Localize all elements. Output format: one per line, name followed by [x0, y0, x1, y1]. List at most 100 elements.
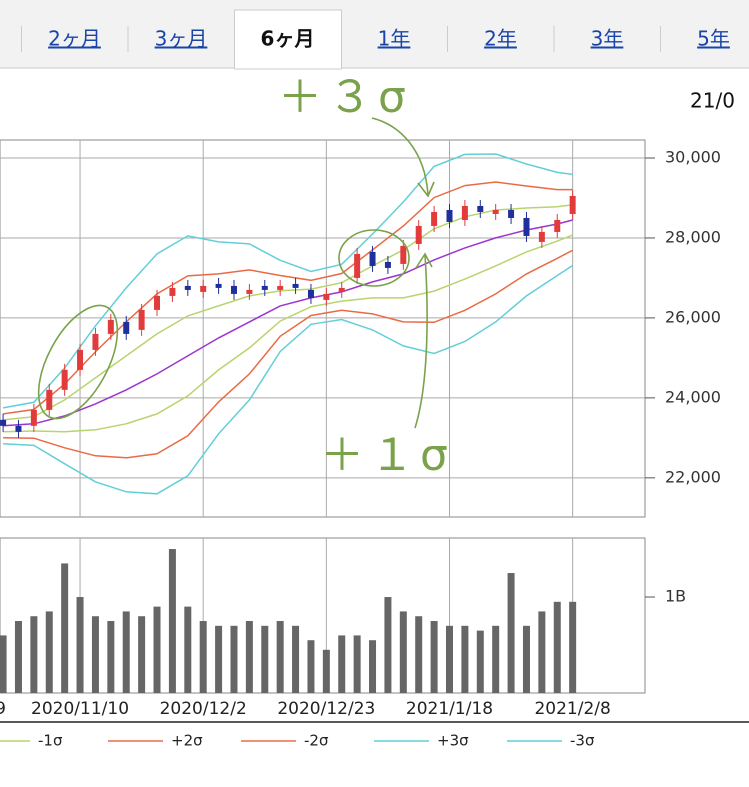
annotation-arrow: [371, 117, 435, 198]
candle-body: [523, 217, 530, 236]
volume-bar: [538, 611, 546, 693]
tab[interactable]: 6ヶ月: [261, 27, 315, 51]
volume-bar: [0, 635, 7, 693]
x-tick-label: 2021/2/8: [534, 699, 610, 719]
volume-bar: [322, 649, 330, 693]
volume-bar: [107, 621, 115, 693]
y-tick-label: 30,000: [665, 147, 721, 166]
volume-bar: [445, 625, 453, 693]
candle-body: [369, 251, 376, 266]
candle-body: [323, 293, 330, 300]
candle-body: [492, 209, 499, 214]
x-tick-label: 2020/11/10: [31, 699, 129, 719]
tab-bar: [0, 0, 749, 68]
candle-body: [384, 261, 391, 268]
candle-body: [61, 369, 68, 390]
tab[interactable]: 5年: [697, 27, 730, 51]
candle-body: [415, 225, 422, 244]
candle-body: [292, 283, 299, 288]
tab[interactable]: 1年: [378, 27, 411, 51]
volume-bar: [76, 597, 84, 693]
x-tick-label: 2020/12/2: [160, 699, 247, 719]
legend-label: -3σ: [570, 732, 595, 750]
candle-body: [30, 409, 37, 426]
volume-bar: [261, 625, 269, 693]
y-tick-label: 24,000: [665, 387, 721, 406]
volume-bar: [384, 597, 392, 693]
band-line: [3, 219, 573, 427]
volume-bar: [415, 616, 423, 693]
volume-bar: [553, 601, 561, 693]
candle-body: [461, 205, 468, 220]
candle-body: [554, 219, 561, 232]
candle-body: [569, 195, 576, 214]
candle-body: [477, 205, 484, 212]
volume-bar: [492, 625, 500, 693]
band-line: [2, 153, 573, 409]
volume-bar: [461, 625, 469, 693]
tab[interactable]: 2年: [484, 27, 517, 51]
volume-bar: [292, 625, 300, 693]
volume-bar: [61, 563, 69, 693]
x-tick-label: 2020/10/19: [0, 699, 6, 719]
candle-body: [92, 333, 99, 350]
candle-body: [200, 285, 207, 292]
volume-bar: [369, 640, 377, 693]
volume-bar: [230, 625, 238, 693]
candle-body: [400, 245, 407, 264]
candle-body: [46, 389, 53, 410]
x-tick-label: 2020/12/23: [277, 699, 375, 719]
annotation-text: ＋１σ: [320, 430, 454, 481]
volume-bar: [476, 630, 484, 693]
candle-body: [446, 209, 453, 222]
y-tick-label: 22,000: [665, 467, 721, 486]
annotation-ellipse: [338, 229, 410, 287]
candle-body: [154, 295, 161, 310]
volume-bar: [276, 621, 284, 693]
y-tick-label: 26,000: [665, 307, 721, 326]
legend-label: +3σ: [437, 732, 469, 750]
volume-bar: [14, 621, 22, 693]
tab[interactable]: 3ヶ月: [155, 27, 208, 51]
candle-body: [431, 211, 438, 226]
price-panel: [0, 139, 646, 518]
volume-bar: [153, 606, 161, 693]
candle-body: [184, 285, 191, 290]
x-tick-label: 2021/1/18: [406, 699, 493, 719]
y-tick-label: 28,000: [665, 227, 721, 246]
candle-body: [15, 425, 22, 432]
volume-bar: [245, 621, 253, 693]
annotation-arrow: [414, 252, 433, 429]
volume-bar: [569, 601, 577, 693]
y-tick-label: 1B: [665, 587, 686, 606]
tab[interactable]: 3年: [591, 27, 624, 51]
volume-bar: [522, 625, 530, 693]
candle-body: [354, 253, 361, 278]
candle-body: [246, 289, 253, 294]
date-label: 21/0: [690, 89, 735, 113]
band-line: [3, 249, 573, 459]
tab[interactable]: 2ヶ月: [48, 27, 101, 51]
volume-bar: [138, 616, 146, 693]
annotation-text: ＋３σ: [278, 72, 412, 123]
volume-bar: [30, 616, 38, 693]
band-line: [3, 234, 573, 433]
candle-body: [277, 285, 284, 290]
candle-body: [123, 321, 130, 334]
candle-body: [261, 285, 268, 290]
volume-bar: [215, 625, 223, 693]
volume-bar: [430, 621, 438, 693]
volume-bar: [91, 616, 99, 693]
band-line: [3, 204, 573, 421]
candle-body: [77, 349, 84, 370]
candle-body: [307, 289, 314, 298]
band-line: [2, 181, 573, 415]
candle-body: [169, 287, 176, 296]
volume-bar: [307, 640, 315, 693]
legend-label: -2σ: [304, 732, 329, 750]
volume-bar: [338, 635, 346, 693]
volume-bar: [45, 611, 53, 693]
volume-bar: [507, 573, 515, 693]
volume-bar: [168, 549, 176, 693]
